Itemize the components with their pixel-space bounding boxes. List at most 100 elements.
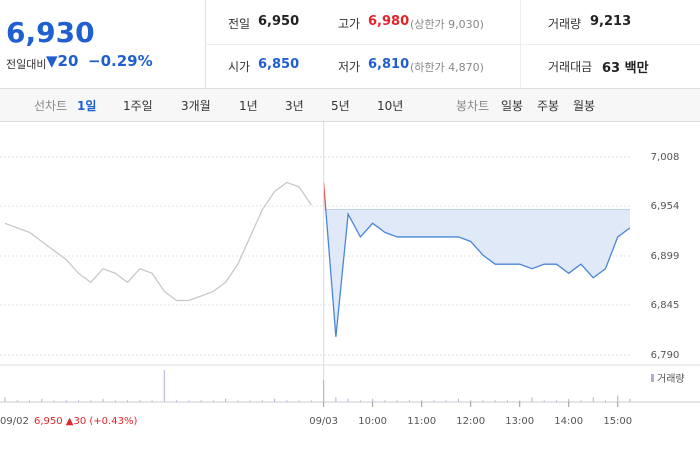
stat-label: 전일 <box>228 17 251 31</box>
volume-bar <box>408 400 410 402</box>
volume-bar <box>127 400 129 402</box>
volume-bar <box>568 398 570 402</box>
volume-bar <box>617 395 619 402</box>
volume-bar <box>102 398 104 402</box>
volume-bar <box>114 400 116 402</box>
volume-bar <box>531 397 533 402</box>
chart: 6,790 6,845 6,899 6,954 7,008 09/02 09/03 10:00… <box>0 120 700 427</box>
volume-bar <box>543 400 545 402</box>
y-tick-label: 6,899 <box>651 251 680 262</box>
volume-bar <box>347 398 349 402</box>
volume-bar <box>519 400 521 402</box>
y-tick-label: 6,790 <box>651 350 680 361</box>
x-tick-label: 13:00 <box>505 416 534 427</box>
change-label: 전일대비 <box>6 58 47 71</box>
candle-tab[interactable]: 주봉 <box>537 99 560 113</box>
x-tick-label: 09/03 <box>309 416 338 427</box>
volume-bar <box>372 398 374 402</box>
change: ▼20 <box>46 52 79 70</box>
volume-bar <box>151 400 153 402</box>
volume-bar <box>494 400 496 402</box>
volume-bar <box>274 398 276 402</box>
stat-label: 거래량 <box>548 17 582 31</box>
price-box: 6,930 전일대비 ▼20 −0.29% <box>0 0 206 88</box>
change-pct: −0.29% <box>88 52 153 70</box>
volume-bar <box>310 400 312 402</box>
volume-bar <box>629 398 631 402</box>
period-tab[interactable]: 10년 <box>377 99 404 113</box>
area <box>323 182 630 337</box>
volume-bar <box>359 400 361 402</box>
stat-value: 63 백만 <box>602 61 649 76</box>
volume-bar <box>482 400 484 402</box>
volume-bar <box>41 398 43 402</box>
volume-bar <box>139 400 141 402</box>
volume-bar <box>90 400 92 402</box>
annotation: 6,950 ▲30 (+0.43%) <box>34 416 137 427</box>
period-tab[interactable]: 1주일 <box>123 99 153 113</box>
volume-bar <box>286 400 288 402</box>
volume-bar <box>65 400 67 402</box>
legend-swatch <box>651 374 654 382</box>
divider <box>205 44 700 45</box>
stat-label: 시가 <box>228 60 251 74</box>
volume-bar <box>384 400 386 402</box>
volume-bar <box>433 400 435 402</box>
volume-bar <box>225 398 227 402</box>
volume-bar <box>176 400 178 402</box>
x-tick-label: 15:00 <box>603 416 632 427</box>
volume-bar <box>445 400 447 402</box>
x-tick-label: 11:00 <box>407 416 436 427</box>
volume-bar <box>580 400 582 402</box>
stat-value: 6,850 <box>258 57 300 72</box>
volume-bar <box>457 398 459 402</box>
volume-bar <box>78 400 80 402</box>
volume-bar <box>421 400 423 402</box>
volume-bar <box>604 400 606 402</box>
volume-bar <box>335 397 337 402</box>
x-tick-label: 12:00 <box>456 416 485 427</box>
period-tab[interactable]: 1일 <box>77 99 97 113</box>
volume-bar <box>506 400 508 402</box>
volume-bar <box>470 400 472 402</box>
volume-bar <box>555 400 557 402</box>
y-tick-label: 6,845 <box>651 300 680 311</box>
volume-bar <box>212 400 214 402</box>
candle-tab[interactable]: 일봉 <box>501 99 524 113</box>
volume-bar <box>163 370 165 402</box>
price-line <box>322 182 631 337</box>
stat-label: 거래대금 <box>548 60 593 74</box>
y-tick-label: 6,954 <box>651 201 680 212</box>
candle-tab[interactable]: 월봉 <box>573 99 596 113</box>
tab-label: 봉차트 <box>456 99 490 113</box>
legend-label: 거래량 <box>657 373 685 385</box>
volume-bar <box>323 379 325 402</box>
period-tab[interactable]: 3개월 <box>181 99 211 113</box>
period-tab[interactable]: 5년 <box>331 99 350 113</box>
volume-bar <box>200 400 202 402</box>
current-price: 6,930 <box>6 16 95 49</box>
stat-label: 고가 <box>338 17 361 31</box>
volume-bar <box>4 397 6 402</box>
stat-value: 6,950 <box>258 14 300 29</box>
stat-note: (하한가 4,870) <box>410 61 484 74</box>
volume-bar <box>16 400 18 402</box>
period-tab[interactable]: 1년 <box>239 99 258 113</box>
volume-bar <box>188 400 190 402</box>
x-tick-label: 14:00 <box>554 416 583 427</box>
stat-value: 6,810 <box>368 57 410 72</box>
volume-bar <box>396 400 398 402</box>
volume-bar <box>53 400 55 402</box>
stat-value: 6,980 <box>368 14 410 29</box>
volume-bar <box>298 400 300 402</box>
stat-label: 저가 <box>338 60 361 74</box>
volume-bar <box>237 400 239 402</box>
x-tick-label: 09/02 <box>0 416 29 427</box>
price-line <box>4 181 312 302</box>
volume-bar <box>592 397 594 402</box>
volume-bar <box>249 400 251 402</box>
y-tick-label: 7,008 <box>651 152 680 163</box>
volume-bar <box>261 400 263 402</box>
period-tab[interactable]: 3년 <box>285 99 304 113</box>
